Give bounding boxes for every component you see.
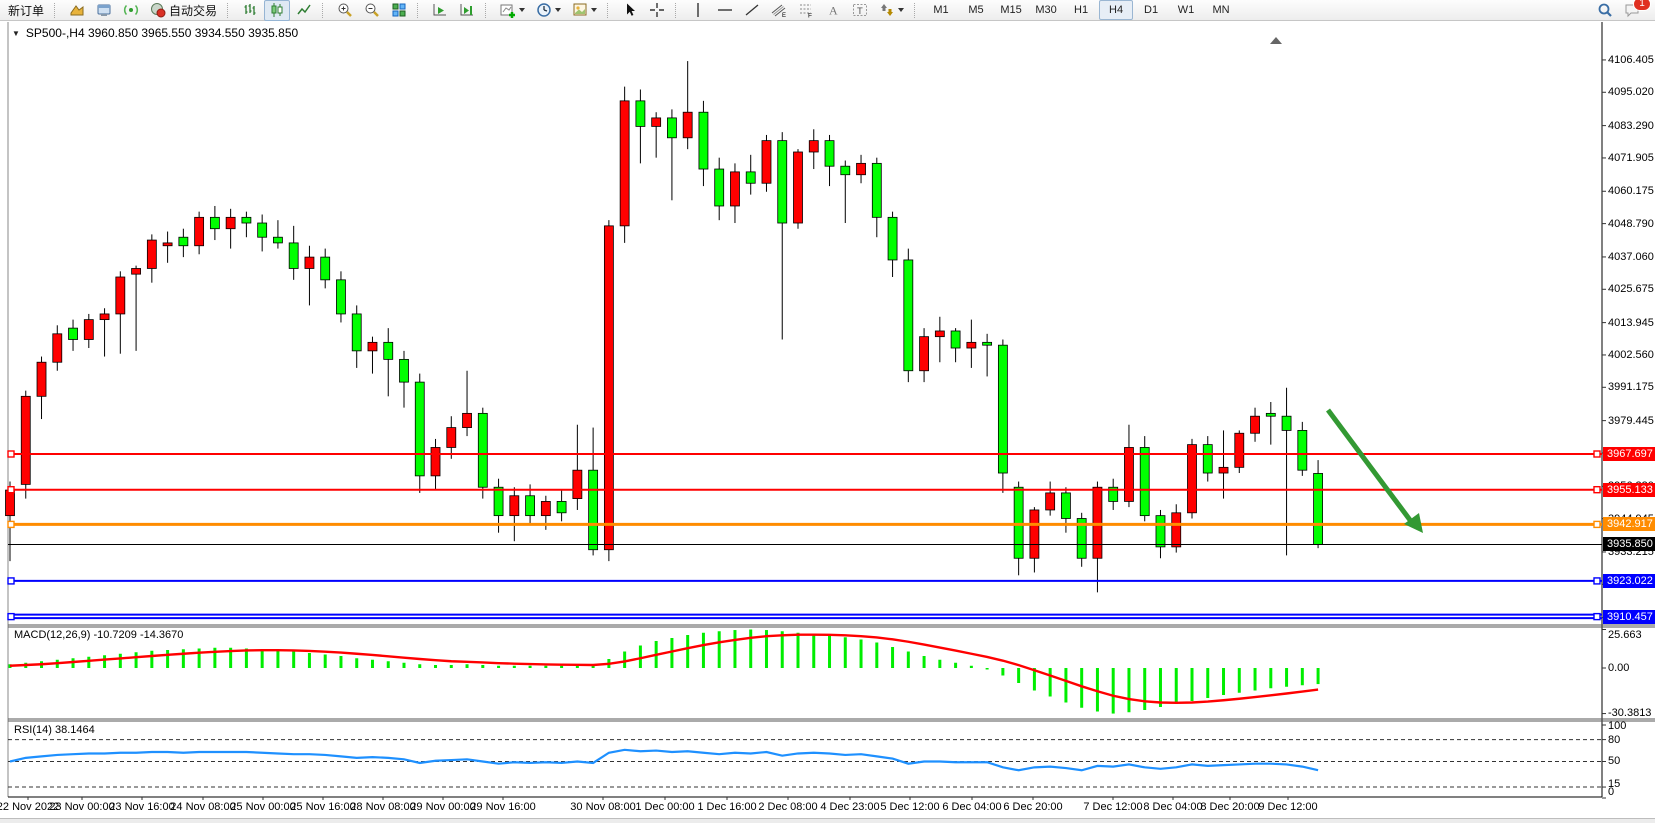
auto-scroll-icon[interactable]	[427, 0, 453, 21]
rsi-indicator	[8, 739, 1602, 788]
toolbar-separator	[607, 2, 612, 18]
timeframe-h4-button[interactable]: H4	[1099, 0, 1134, 20]
toolbar: 新订单 自动交易 E F A T	[0, 0, 1655, 21]
new-order-button[interactable]: 新订单	[8, 3, 45, 18]
price-level-line-3923.022[interactable]	[7, 577, 1602, 585]
vertical-line-icon[interactable]	[685, 0, 711, 21]
toolbar-separator	[485, 2, 490, 18]
timeframe-w1-button[interactable]: W1	[1177, 4, 1195, 16]
timeframe-mn-button[interactable]: MN	[1212, 4, 1230, 16]
line-chart-icon[interactable]	[291, 0, 317, 21]
svg-text:F: F	[808, 13, 812, 19]
market-watch-signal-icon[interactable]	[118, 0, 144, 21]
toolbar-separator	[54, 2, 59, 18]
timeframe-d1-button[interactable]: D1	[1144, 4, 1159, 16]
price-level-line-3942.917[interactable]	[7, 520, 1602, 529]
arrows-dropdown-caret[interactable]	[898, 8, 905, 12]
horizontal-line-icon[interactable]	[712, 0, 738, 21]
bar-chart-icon[interactable]	[237, 0, 263, 21]
svg-text:T: T	[857, 6, 863, 17]
zoom-out-icon[interactable]	[359, 0, 385, 21]
timeframe-h1-button[interactable]: H1	[1074, 4, 1089, 16]
auto-trading-button[interactable]: 自动交易	[145, 0, 222, 21]
toolbar-separator	[227, 2, 232, 18]
cursor-icon[interactable]	[617, 0, 643, 21]
timeframe-m1-button[interactable]: M1	[933, 4, 949, 16]
equidistant-channel-icon[interactable]: E	[766, 0, 792, 21]
templates-dropdown-caret[interactable]	[591, 8, 598, 12]
svg-text:A: A	[829, 4, 838, 18]
arrow-annotation[interactable]	[1325, 408, 1423, 533]
periods-icon[interactable]	[531, 0, 566, 21]
toolbar-separator	[914, 2, 919, 18]
price-level-line-3955.133[interactable]	[7, 485, 1602, 494]
new-chart-icon[interactable]	[64, 0, 90, 21]
chart-title: ▼ SP500-,H4 3960.850 3965.550 3934.550 3…	[12, 26, 298, 40]
tile-windows-icon[interactable]	[386, 0, 412, 21]
periods-dropdown-caret[interactable]	[555, 8, 562, 12]
text-label-icon[interactable]: T	[847, 0, 873, 21]
fibonacci-icon[interactable]: F	[793, 0, 819, 21]
indicators-dropdown-caret[interactable]	[519, 8, 526, 12]
timeframe-m15-button[interactable]: M15	[1000, 4, 1022, 16]
templates-icon[interactable]	[567, 0, 602, 21]
arrows-objects-icon[interactable]	[874, 0, 909, 21]
toolbar-separator	[322, 2, 327, 18]
indicators-icon[interactable]	[495, 0, 530, 21]
toolbar-separator	[675, 2, 680, 18]
price-level-line-3910.457[interactable]	[7, 612, 1602, 621]
chart-title-dropdown-icon[interactable]: ▼	[12, 28, 20, 38]
auto-trading-label: 自动交易	[169, 3, 218, 18]
timeframe-m30-button[interactable]: M30	[1035, 4, 1057, 16]
text-icon[interactable]: A	[820, 0, 846, 21]
zoom-in-icon[interactable]	[332, 0, 358, 21]
price-level-line-3967.697[interactable]	[7, 450, 1602, 458]
search-icon[interactable]	[1592, 0, 1618, 21]
chat-notification-badge: 1	[1633, 0, 1651, 11]
crosshair-icon[interactable]	[644, 0, 670, 21]
chart-shift-icon[interactable]	[454, 0, 480, 21]
timeframe-m5-button[interactable]: M5	[968, 4, 984, 16]
macd-indicator	[8, 629, 1320, 714]
chat-icon[interactable]: 1	[1619, 0, 1651, 21]
svg-text:E: E	[782, 13, 786, 18]
chart-title-text: SP500-,H4 3960.850 3965.550 3934.550 393…	[25, 26, 299, 40]
status-strip	[0, 818, 1655, 823]
candlestick-chart-icon[interactable]	[264, 0, 291, 21]
toolbar-separator	[417, 2, 422, 18]
profiles-icon[interactable]	[91, 0, 117, 21]
trendline-icon[interactable]	[739, 0, 765, 21]
candlestick-series	[5, 61, 1323, 593]
